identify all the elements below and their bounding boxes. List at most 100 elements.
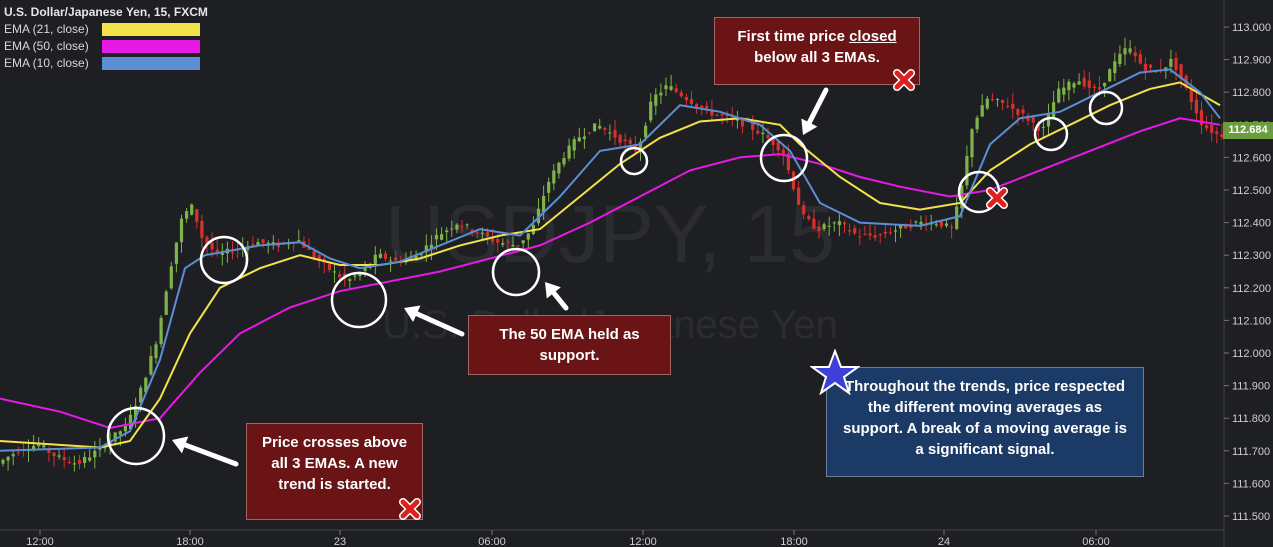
candle-body (944, 223, 949, 226)
x-tick-label: 18:00 (176, 536, 204, 547)
annotation-text-ema50-support: The 50 EMA held as support. (499, 326, 640, 364)
candle-body (149, 355, 153, 375)
candle-body (552, 170, 556, 184)
annotation-arrows-group (172, 87, 829, 467)
candle-body (521, 240, 525, 244)
candle-body (1087, 80, 1091, 88)
candle-body (348, 279, 352, 281)
candle-body (434, 234, 439, 240)
x-axis[interactable]: 12:00 18:00 23 06:00 12:00 18:00 24 06:00 (26, 530, 1110, 547)
candle-body (1189, 89, 1193, 103)
candle-body (1138, 54, 1142, 64)
candle-body (832, 222, 836, 224)
candle-body (761, 132, 765, 135)
annotation-text-summary: Throughout the trends, price respected t… (843, 378, 1127, 458)
candle-body (62, 457, 66, 461)
candle-body (638, 141, 643, 151)
candle-body (317, 255, 321, 262)
candle-body (83, 456, 87, 463)
candle-body (593, 123, 597, 132)
candle-body (756, 130, 760, 134)
candle-body (353, 275, 357, 277)
candle-body (654, 94, 658, 106)
candle-body (735, 119, 739, 121)
x-mark-icon (986, 187, 1008, 209)
legend-item-ema10[interactable]: EMA (10, close) (4, 55, 208, 72)
candle-body (230, 252, 235, 254)
arrow-head (545, 282, 561, 299)
candles-group (1, 37, 1224, 472)
y-tick-label: 111.500 (1232, 511, 1270, 523)
candle-body (139, 387, 143, 403)
candle-body (154, 344, 158, 359)
candle-body (791, 171, 796, 190)
candle-body (251, 244, 255, 246)
chart-legend: U.S. Dollar/Japanese Yen, 15, FXCM EMA (… (4, 4, 208, 72)
candle-body (424, 245, 428, 252)
candle-body (256, 242, 260, 246)
candle-body (501, 243, 505, 245)
legend-item-ema21[interactable]: EMA (21, close) (4, 21, 208, 38)
candle-body (960, 185, 964, 209)
candle-body (547, 181, 551, 193)
candle-body (16, 452, 20, 454)
candle-body (1118, 53, 1122, 65)
candle-body (475, 232, 479, 234)
candle-body (878, 234, 882, 236)
ema50-line (0, 117, 1221, 430)
candle-body (1128, 48, 1132, 53)
arrow-shaft (182, 442, 239, 467)
annotation-box-summary: Throughout the trends, price respected t… (826, 367, 1144, 477)
candle-body (608, 132, 612, 134)
annotation-text-first-close-2: closed (849, 28, 897, 45)
candle-body (1194, 99, 1198, 114)
legend-swatch-ema21 (102, 23, 200, 36)
candle-body (134, 405, 138, 420)
candle-body (577, 137, 581, 142)
y-tick-label: 112.100 (1232, 315, 1271, 327)
candle-body (542, 195, 546, 213)
candle-body (888, 232, 892, 234)
candle-body (904, 224, 908, 229)
candle-body (1077, 81, 1081, 85)
highlight-circle (199, 235, 249, 285)
arrow-shaft (551, 290, 569, 311)
candle-body (1210, 124, 1214, 133)
highlight-circle (619, 146, 649, 176)
candle-body (649, 101, 653, 121)
candle-body (77, 459, 82, 464)
candle-body (934, 224, 938, 226)
candle-body (893, 230, 898, 232)
candle-body (1169, 58, 1173, 67)
candle-body (358, 272, 362, 277)
y-axis[interactable]: 113.000112.900112.800112.700112.600112.5… (1224, 22, 1271, 523)
candle-body (1072, 83, 1076, 88)
candle-body (1067, 81, 1071, 91)
candle-body (858, 236, 862, 238)
candle-body (480, 232, 484, 234)
y-tick-label: 112.200 (1232, 283, 1271, 295)
legend-item-ema50[interactable]: EMA (50, close) (4, 38, 208, 55)
annotation-text-trend-start: Price crosses above all 3 EMAs. A new tr… (261, 434, 408, 493)
candle-body (460, 225, 464, 227)
ema10-line (0, 68, 1221, 452)
candle-body (1123, 48, 1127, 55)
candle-body (1026, 115, 1030, 121)
y-tick-label: 112.300 (1232, 250, 1271, 262)
candle-body (674, 88, 678, 92)
candle-body (526, 233, 530, 240)
candle-body (220, 252, 224, 255)
candle-body (1011, 103, 1015, 109)
arrow-shaft (414, 311, 465, 337)
candle-body (980, 105, 984, 117)
candle-body (67, 461, 71, 463)
candle-body (1036, 124, 1040, 131)
candle-body (1205, 125, 1209, 129)
y-tick-label: 111.800 (1232, 413, 1270, 425)
candle-body (659, 92, 663, 96)
candle-body (965, 155, 969, 186)
highlight-circle (106, 406, 166, 466)
y-tick-label: 112.600 (1232, 152, 1271, 164)
candle-body (853, 228, 857, 234)
